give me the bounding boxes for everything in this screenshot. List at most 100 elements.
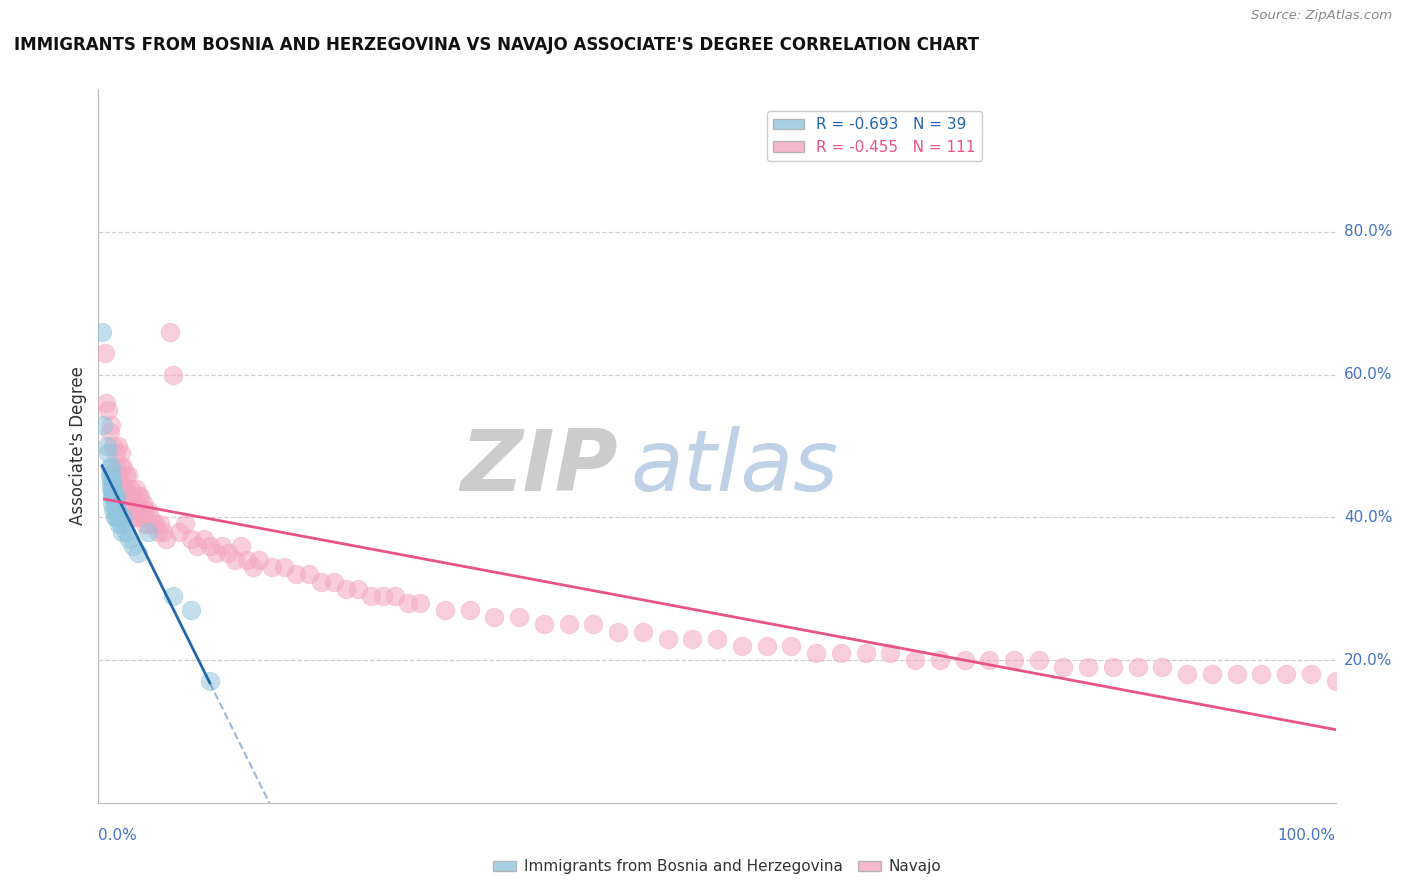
Point <box>97 403 120 417</box>
Point <box>114 467 136 482</box>
Point <box>136 524 159 539</box>
Point <box>1077 660 1099 674</box>
Point <box>104 446 127 460</box>
Point <box>979 653 1001 667</box>
Point <box>830 646 852 660</box>
Point <box>855 646 877 660</box>
Point <box>118 532 141 546</box>
Point <box>103 503 125 517</box>
Point <box>211 539 233 553</box>
Point <box>110 475 132 489</box>
Point <box>755 639 778 653</box>
Point <box>101 496 124 510</box>
Point <box>149 517 172 532</box>
Text: atlas: atlas <box>630 425 838 509</box>
Point <box>107 439 129 453</box>
Point <box>104 489 127 503</box>
Point <box>198 539 221 553</box>
Point <box>103 439 125 453</box>
Point <box>98 467 121 482</box>
Point <box>139 510 162 524</box>
Point <box>100 460 122 475</box>
Point <box>607 624 630 639</box>
Point <box>114 496 136 510</box>
Y-axis label: Associate's Degree: Associate's Degree <box>69 367 87 525</box>
Point <box>1126 660 1149 674</box>
Point <box>93 346 115 360</box>
Point <box>132 496 155 510</box>
Point <box>122 489 145 503</box>
Point <box>508 610 530 624</box>
Point <box>100 482 122 496</box>
Point <box>198 674 221 689</box>
Point <box>114 524 136 539</box>
Point <box>155 532 177 546</box>
Point <box>100 475 122 489</box>
Point <box>433 603 456 617</box>
Point <box>110 517 132 532</box>
Point <box>120 496 142 510</box>
Point <box>110 460 132 475</box>
Point <box>117 489 139 503</box>
Point <box>335 582 357 596</box>
Point <box>103 503 125 517</box>
Point <box>124 496 146 510</box>
Point <box>100 467 122 482</box>
Point <box>146 524 169 539</box>
Point <box>1250 667 1272 681</box>
Point <box>112 460 135 475</box>
Text: 20.0%: 20.0% <box>1344 653 1392 667</box>
Point <box>1226 667 1249 681</box>
Point <box>205 546 228 560</box>
Point <box>180 532 202 546</box>
Point <box>879 646 901 660</box>
Point <box>706 632 728 646</box>
Point <box>127 503 149 517</box>
Text: 0.0%: 0.0% <box>98 828 138 843</box>
Point <box>242 560 264 574</box>
Point <box>1002 653 1025 667</box>
Text: Source: ZipAtlas.com: Source: ZipAtlas.com <box>1251 9 1392 22</box>
Point <box>96 439 118 453</box>
Point <box>127 546 149 560</box>
Point <box>132 510 155 524</box>
Point <box>1102 660 1125 674</box>
Point <box>110 446 132 460</box>
Point <box>309 574 332 589</box>
Point <box>105 503 128 517</box>
Point <box>347 582 370 596</box>
Point <box>582 617 605 632</box>
Point <box>533 617 555 632</box>
Point <box>236 553 259 567</box>
Point <box>136 503 159 517</box>
Point <box>104 460 127 475</box>
Point <box>142 517 165 532</box>
Point <box>322 574 344 589</box>
Text: 80.0%: 80.0% <box>1344 225 1392 239</box>
Point <box>1299 667 1322 681</box>
Point <box>108 517 131 532</box>
Point <box>904 653 927 667</box>
Point <box>1028 653 1050 667</box>
Point <box>953 653 976 667</box>
Text: 60.0%: 60.0% <box>1344 368 1392 382</box>
Point <box>98 425 121 439</box>
Point <box>114 489 136 503</box>
Point <box>174 517 197 532</box>
Point <box>129 489 152 503</box>
Point <box>122 539 145 553</box>
Point <box>152 524 174 539</box>
Point <box>103 489 125 503</box>
Point <box>224 553 246 567</box>
Point <box>103 489 125 503</box>
Point <box>1201 667 1223 681</box>
Point <box>127 489 149 503</box>
Text: 100.0%: 100.0% <box>1278 828 1336 843</box>
Point <box>112 489 135 503</box>
Point <box>180 603 202 617</box>
Point <box>285 567 308 582</box>
Point <box>217 546 239 560</box>
Point <box>273 560 295 574</box>
Point <box>193 532 215 546</box>
Point <box>91 325 114 339</box>
